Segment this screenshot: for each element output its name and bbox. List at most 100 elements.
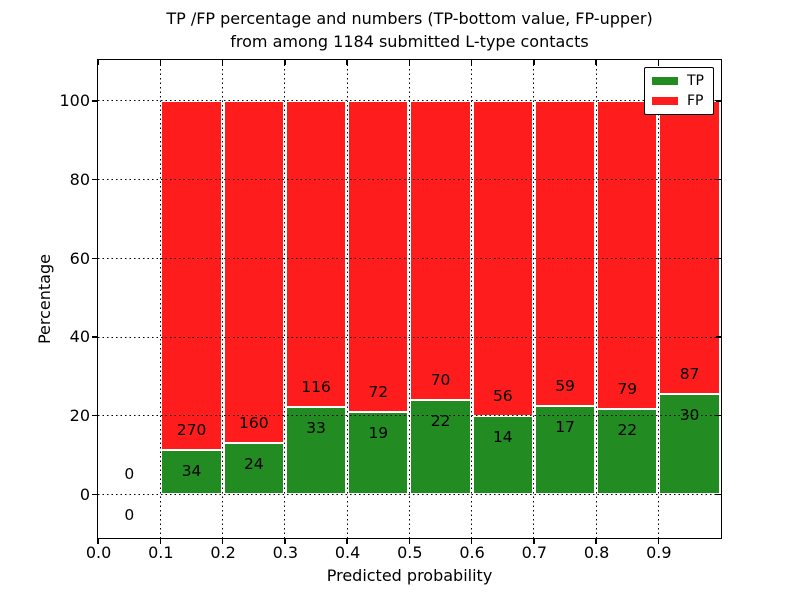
tp-bar [534, 406, 596, 495]
y-tick-right [715, 100, 721, 102]
y-tick-label: 100 [59, 91, 90, 111]
tp-value-label: 14 [492, 427, 513, 446]
fp-bar [161, 100, 222, 451]
y-tick-label: 40 [69, 327, 90, 347]
fp-bar [348, 100, 409, 413]
tp-value-label: 19 [368, 424, 389, 443]
x-gridline [159, 59, 161, 538]
x-tick-top [408, 59, 411, 65]
tp-value-label: 30 [679, 405, 700, 424]
fp-bar [285, 100, 347, 408]
fp-value-label: 56 [492, 386, 513, 405]
fp-value-label: 116 [301, 378, 331, 397]
chart-title-line-1: TP /FP percentage and numbers (TP-bottom… [166, 9, 653, 28]
fp-value-label: 270 [176, 421, 207, 440]
legend-row-tp: TP [652, 72, 707, 90]
y-gridline [98, 257, 721, 259]
tp-value-label: 22 [617, 420, 638, 439]
y-tick-label: 0 [79, 484, 90, 504]
tp-value-label: 22 [430, 412, 451, 431]
legend: TP FP [644, 66, 714, 115]
legend-row-fp: FP [652, 92, 707, 110]
x-tick-label: 0.8 [583, 543, 610, 562]
x-tick [657, 539, 660, 545]
tp-value-label: 0 [124, 506, 135, 525]
fp-bar [659, 100, 720, 394]
y-tick-right [715, 414, 721, 417]
fp-value-label: 70 [430, 371, 451, 390]
x-tick-label: 0.5 [397, 543, 423, 562]
fp-bar [534, 100, 596, 407]
x-tick-label: 0.7 [521, 543, 548, 562]
y-tick-right [715, 257, 721, 260]
x-tick-label: 0.3 [272, 543, 299, 562]
legend-swatch-tp [652, 76, 678, 85]
chart-title-line-2: from among 1184 submitted L-type contact… [230, 32, 589, 51]
x-gridline [533, 59, 535, 538]
fp-value-label: 0 [124, 465, 135, 484]
x-tick [533, 539, 535, 545]
tp-value-label: 24 [243, 455, 264, 474]
plot-area: 0 0 270 34 160 24 116 33 72 19 70 22 56 14 59 17 79 22 87 3… [91, 58, 722, 545]
legend-swatch-fp [652, 96, 678, 105]
fp-bar [223, 100, 284, 444]
legend-label-tp: TP [687, 72, 704, 89]
fp-value-label: 59 [555, 377, 575, 396]
y-tick-label: 20 [69, 406, 90, 426]
x-tick-label: 0.9 [646, 543, 672, 562]
y-axis-label: Percentage [35, 254, 54, 345]
x-tick-top [97, 59, 99, 65]
y-tick [91, 493, 97, 496]
x-tick [221, 539, 224, 545]
y-tick [91, 257, 97, 260]
y-gridline [98, 336, 721, 338]
tp-bar [348, 412, 409, 495]
x-tick [159, 539, 162, 545]
y-tick [91, 414, 97, 417]
y-tick [91, 336, 97, 338]
x-tick [408, 539, 411, 545]
y-gridline [98, 100, 721, 102]
x-tick-label: 0.6 [459, 543, 485, 562]
y-tick-label: 80 [69, 170, 90, 190]
x-gridline [284, 59, 286, 538]
y-tick-label: 60 [69, 248, 90, 268]
x-tick-label: 0.1 [148, 543, 174, 562]
x-gridline [657, 59, 659, 538]
x-tick [97, 539, 99, 545]
fp-value-label: 87 [679, 364, 700, 383]
y-tick-right [715, 178, 721, 181]
tp-bar [597, 408, 658, 495]
tp-bar [223, 443, 284, 495]
x-gridline [408, 59, 410, 538]
x-tick-label: 0.0 [85, 543, 112, 562]
tp-value-label: 34 [181, 462, 202, 481]
y-tick [91, 100, 97, 102]
tp-value-label: 33 [306, 419, 326, 438]
x-tick-top [657, 59, 660, 65]
y-tick-right [715, 336, 721, 338]
x-tick-top [221, 59, 224, 65]
tp-value-label: 17 [555, 418, 575, 437]
x-tick-top [595, 59, 597, 65]
fp-value-label: 72 [368, 383, 389, 402]
legend-label-fp: FP [687, 92, 704, 109]
x-tick-top [533, 59, 535, 65]
y-tick [91, 178, 97, 181]
fp-bar [410, 100, 471, 401]
x-gridline [471, 59, 473, 538]
fp-value-label: 160 [239, 414, 269, 433]
tp-bar [285, 407, 347, 495]
x-tick [595, 539, 597, 545]
fp-bar [597, 100, 658, 409]
x-gridline [222, 59, 224, 538]
x-tick-top [346, 59, 348, 65]
x-tick-label: 0.2 [210, 543, 236, 562]
fp-value-label: 79 [617, 379, 638, 398]
y-gridline [98, 415, 721, 417]
x-tick-label: 0.4 [334, 543, 361, 562]
x-tick-top [470, 59, 473, 65]
x-tick-top [159, 59, 162, 65]
x-gridline [346, 59, 348, 538]
